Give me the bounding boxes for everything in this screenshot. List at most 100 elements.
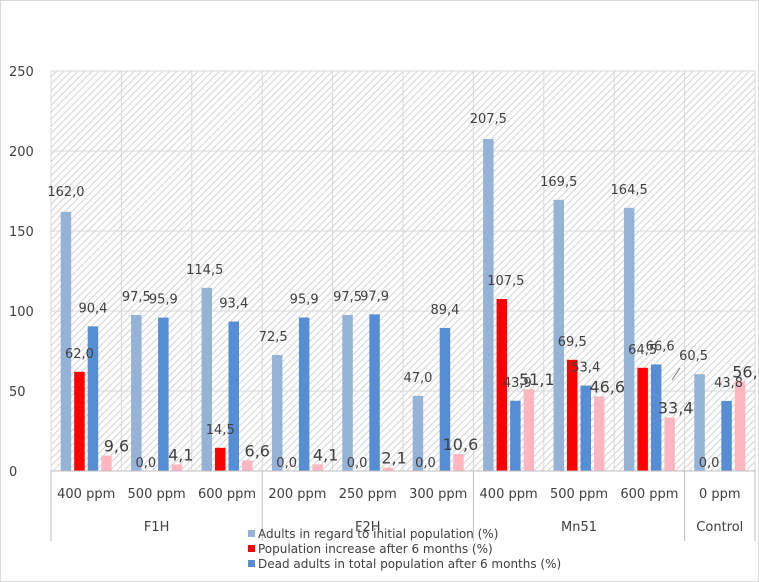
bar [298, 317, 310, 471]
legend-swatch [248, 530, 255, 537]
data-label: 10,6 [443, 435, 479, 454]
data-label: 72,5 [259, 330, 288, 345]
gridlines [50, 70, 756, 472]
bar [312, 464, 323, 471]
bar [496, 299, 508, 471]
y-axis-ticks: 0 50 100 150 200 250 [9, 65, 34, 480]
bar [553, 199, 564, 472]
data-label: 6,6 [245, 441, 270, 460]
bar [382, 467, 394, 471]
bar [523, 389, 535, 471]
group-label: Mn51 [561, 520, 597, 535]
data-label: 46,6 [589, 377, 625, 396]
data-label: 169,5 [540, 175, 577, 190]
y-tick-label: 250 [9, 65, 34, 80]
y-tick-label: 150 [9, 225, 34, 240]
data-label: 97,5 [333, 290, 362, 305]
bar [87, 326, 99, 471]
data-label: 14,5 [206, 423, 235, 438]
bar [342, 315, 353, 471]
data-label: 95,9 [290, 293, 319, 308]
bar [158, 317, 169, 471]
data-label: 107,5 [487, 274, 524, 289]
group-label: F1H [144, 520, 170, 535]
bars [60, 139, 746, 472]
bar [734, 381, 746, 471]
legend-label: Dead adults in total population after 6 … [258, 557, 561, 571]
y-tick-label: 50 [9, 385, 26, 400]
data-label: 43,9 [503, 376, 532, 391]
data-label: 4,1 [313, 445, 338, 464]
bar [567, 359, 578, 471]
bar [580, 385, 591, 471]
data-label: 89,4 [430, 303, 459, 318]
data-label: 0,0 [276, 456, 297, 471]
data-label: 64,5 [628, 343, 657, 358]
leader-line [671, 367, 681, 381]
data-label: 66,6 [646, 339, 675, 354]
bar [60, 211, 72, 472]
bar [694, 374, 705, 471]
x-tick-label: 400 ppm [480, 487, 538, 502]
legend-swatch [248, 545, 255, 552]
bar [664, 417, 675, 471]
x-tick-label: 400 ppm [57, 487, 115, 502]
bar [453, 454, 464, 471]
bar [650, 364, 662, 471]
bar [369, 314, 380, 471]
data-label: 0,0 [699, 456, 720, 471]
bar [101, 455, 112, 471]
bar [242, 460, 253, 471]
bar [623, 207, 635, 472]
y-tick-label: 100 [9, 305, 34, 320]
data-label: 4,1 [168, 445, 193, 464]
data-label: 90,4 [78, 301, 107, 316]
x-tick-label: 200 ppm [268, 487, 326, 502]
x-tick-label: 300 ppm [409, 487, 467, 502]
data-label: 0,0 [415, 456, 436, 471]
y-tick-label: 200 [9, 145, 34, 160]
legend-swatch [248, 560, 255, 567]
x-tick-label: 500 ppm [128, 487, 186, 502]
data-label: 114,5 [186, 263, 223, 278]
data-label: 162,0 [47, 185, 84, 200]
data-label: 0,0 [136, 456, 157, 471]
bar [594, 396, 605, 471]
data-label: 93,4 [219, 297, 248, 312]
data-label: 2,1 [381, 449, 406, 468]
data-label: 53,4 [571, 361, 600, 376]
group-label: Control [696, 520, 743, 535]
bar [74, 371, 85, 471]
data-label: 0,0 [347, 456, 368, 471]
legend-label: Population increase after 6 months (%) [258, 542, 493, 556]
bar [510, 400, 521, 471]
data-label: 207,5 [470, 112, 507, 127]
x-tick-label: 600 ppm [198, 487, 256, 502]
x-axis: 400 ppm 500 ppm 600 ppm 200 ppm 250 ppm 300 p… [50, 470, 756, 541]
bar [721, 400, 732, 471]
bar [271, 355, 283, 471]
data-label: 62,0 [65, 347, 94, 362]
legend-label: Adults in regard to initial population (… [258, 527, 498, 541]
data-label: 33,4 [658, 399, 694, 418]
bar [131, 315, 142, 471]
data-label: 43,8 [714, 376, 743, 391]
y-tick-label: 0 [9, 465, 17, 480]
bar [228, 321, 239, 471]
data-label: 56,0 [732, 362, 759, 381]
data-label: 97,9 [360, 289, 389, 304]
data-label: 9,6 [104, 437, 129, 456]
bar [483, 139, 494, 471]
bar [637, 367, 648, 471]
bar [171, 464, 183, 471]
bar [215, 447, 226, 471]
data-labels: 162,0 62,0 90,4 9,6 97,5 0,0 95,9 4,1 114,5 14,5 9… [47, 112, 759, 471]
data-label: 69,5 [558, 335, 587, 350]
x-tick-label: 0 ppm [699, 487, 741, 502]
data-label: 95,9 [149, 293, 178, 308]
x-tick-label: 500 ppm [550, 487, 608, 502]
data-label: 97,5 [122, 290, 151, 305]
bar [201, 287, 212, 471]
data-label: 47,0 [403, 371, 432, 386]
